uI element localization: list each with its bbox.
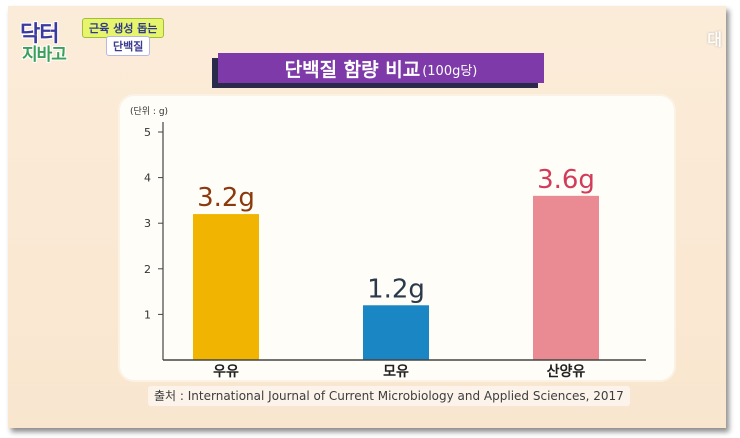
y-tick-label: 4 — [144, 172, 151, 185]
chart-title-banner: 단백질 함량 비교 (100g당) — [218, 53, 544, 83]
y-tick-label: 1 — [144, 308, 151, 321]
video-frame: 닥터 지바고 근육 생성 돕는 단백질 대 단백질 함량 비교 (100g당) … — [8, 6, 726, 428]
logo-line1: 닥터 — [20, 22, 59, 47]
chart-subtitle: (100g당) — [422, 64, 478, 79]
y-tick-label: 2 — [144, 263, 151, 276]
y-tick-label: 3 — [144, 217, 151, 230]
show-logo: 닥터 지바고 — [20, 16, 80, 65]
unit-label: (단위 : g) — [130, 106, 168, 117]
x-category-label: 산양유 — [547, 363, 586, 380]
segment-caption-top: 근육 생성 돕는 — [82, 18, 165, 38]
x-category-label: 우유 — [213, 364, 239, 380]
segment-caption-bottom: 단백질 — [106, 36, 151, 56]
logo-line2: 지바고 — [22, 45, 67, 65]
bar-chart: (단위 : g) 1 2 3 4 5 3.2g 우유 1.2g 모유 3.6g 산양유 — [130, 106, 646, 380]
bar-value-label: 3.2g — [197, 183, 255, 213]
bar-value-label: 1.2g — [367, 274, 425, 304]
bar-2 — [363, 305, 429, 360]
channel-watermark: 대 — [707, 30, 722, 49]
bar-1 — [193, 214, 259, 360]
chart-title: 단백질 함량 비교 — [284, 58, 421, 81]
bar-value-label: 3.6g — [537, 165, 595, 195]
source-citation: 출처 : International Journal of Current Mi… — [148, 386, 630, 406]
y-tick-label: 5 — [144, 126, 151, 139]
bar-3 — [533, 195, 599, 360]
x-category-label: 모유 — [383, 364, 409, 380]
